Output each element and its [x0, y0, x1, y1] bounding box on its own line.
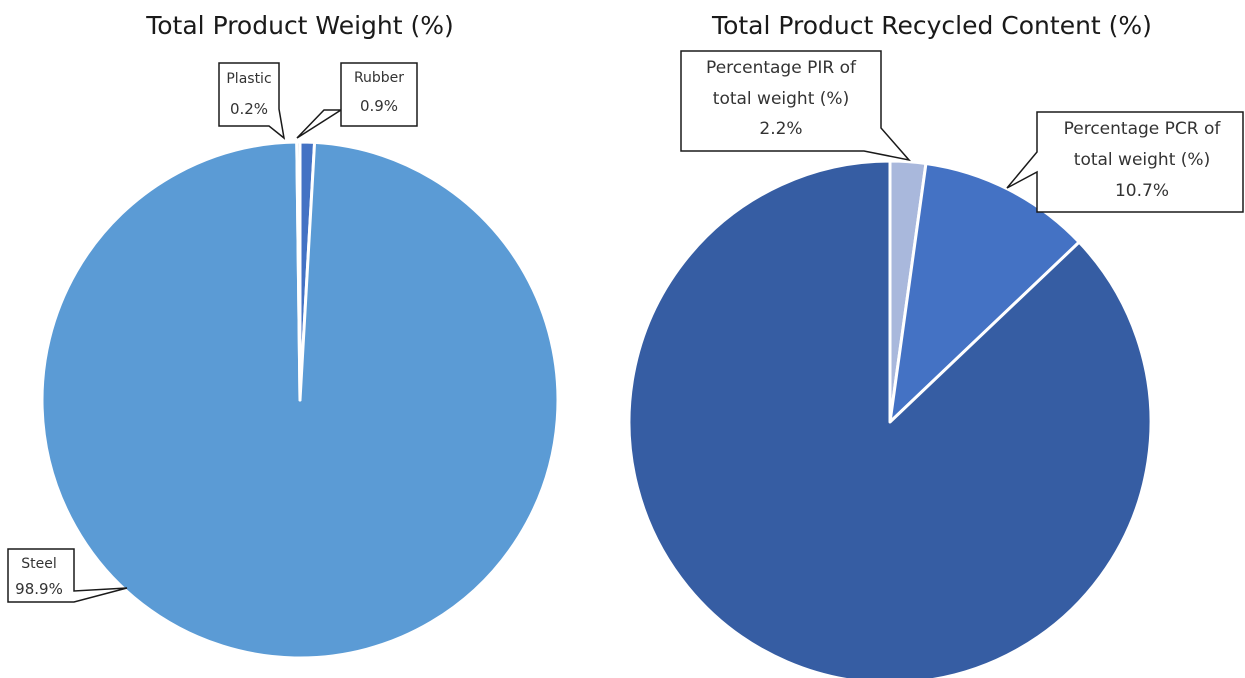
- pie-weight-slices: [40, 140, 560, 660]
- callout-rubber-box: [296, 62, 418, 139]
- chart-total-product-recycled-content: Total Product Recycled Content (%) Perce…: [627, 11, 1244, 678]
- pie-slice-weight-plastic: [295, 140, 302, 402]
- callout-rubber-label: Rubber: [354, 70, 404, 86]
- callout-pcr-label-line1: Percentage PCR of: [1064, 119, 1222, 139]
- pie-recycled-slices: [627, 159, 1153, 678]
- chart-total-product-weight: Total Product Weight (%) Plastic 0.2% Ru…: [7, 11, 560, 660]
- callout-steel: Steel 98.9%: [7, 548, 128, 603]
- callout-pcr-box: [1006, 111, 1244, 213]
- callout-rubber: Rubber 0.9%: [296, 62, 418, 139]
- chart-title-weight: Total Product Weight (%): [145, 11, 454, 40]
- pie-slice-recycled-percentage-pcr-of-total-weight: [888, 161, 1081, 424]
- callout-pcr: Percentage PCR of total weight (%) 10.7%: [1006, 111, 1244, 213]
- callout-plastic-box: [218, 62, 286, 140]
- callout-steel-box: [7, 548, 128, 603]
- callout-pir-label-line1: Percentage PIR of: [706, 58, 857, 78]
- callout-plastic-value: 0.2%: [230, 100, 268, 118]
- callout-steel-value: 98.9%: [15, 580, 63, 598]
- callout-steel-label: Steel: [21, 556, 57, 572]
- callout-plastic: Plastic 0.2%: [218, 62, 286, 140]
- callout-pir-value: 2.2%: [759, 119, 802, 139]
- callout-plastic-label: Plastic: [226, 71, 271, 87]
- chart-title-recycled: Total Product Recycled Content (%): [711, 11, 1152, 40]
- callout-pir-box: [680, 50, 912, 162]
- callout-pcr-label-line2: total weight (%): [1074, 150, 1210, 170]
- pie-slice-recycled-slice-2: [627, 159, 1153, 678]
- callout-pir-label-line2: total weight (%): [713, 89, 849, 109]
- callout-pcr-value: 10.7%: [1115, 181, 1169, 201]
- callout-rubber-value: 0.9%: [360, 97, 398, 115]
- callout-pir: Percentage PIR of total weight (%) 2.2%: [680, 50, 912, 162]
